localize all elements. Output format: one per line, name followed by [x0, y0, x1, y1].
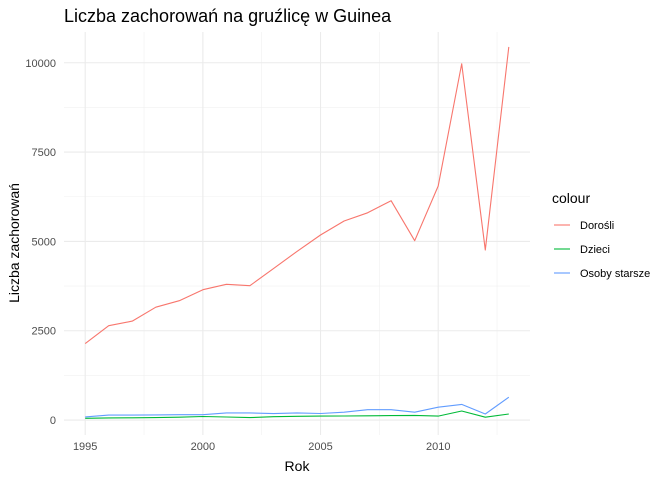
y-axis-title: Liczba zachorowań: [6, 183, 22, 303]
x-tick-label: 1995: [73, 441, 97, 453]
y-tick-label: 7500: [32, 147, 56, 159]
legend-label: Dorośli: [580, 220, 614, 232]
x-tick-label: 2010: [426, 441, 450, 453]
y-tick-label: 5000: [32, 236, 56, 248]
x-tick-label: 2000: [191, 441, 215, 453]
series-line: [85, 410, 509, 419]
series-line: [85, 396, 510, 418]
chart-title: Liczba zachorowań na gruźlicę w Guinea: [64, 6, 392, 26]
series-lines: [84, 46, 510, 419]
legend-label: Osoby starsze: [580, 268, 650, 280]
y-tick-label: 2500: [32, 326, 56, 338]
legend: colour Dorośli Dzieci Osoby starsze: [552, 190, 650, 280]
grid-major: [64, 32, 530, 435]
x-axis-title: Rok: [285, 458, 311, 474]
grid-minor: [64, 32, 530, 435]
legend-title: colour: [552, 190, 590, 206]
legend-label: Dzieci: [580, 244, 610, 256]
y-tick-label: 0: [50, 415, 56, 427]
y-tick-label: 10000: [25, 58, 56, 70]
x-tick-label: 2005: [308, 441, 332, 453]
y-tick-labels: 0 2500 5000 7500 10000: [25, 58, 56, 427]
x-tick-labels: 1995 2000 2005 2010: [73, 441, 451, 453]
series-line: [84, 46, 510, 345]
